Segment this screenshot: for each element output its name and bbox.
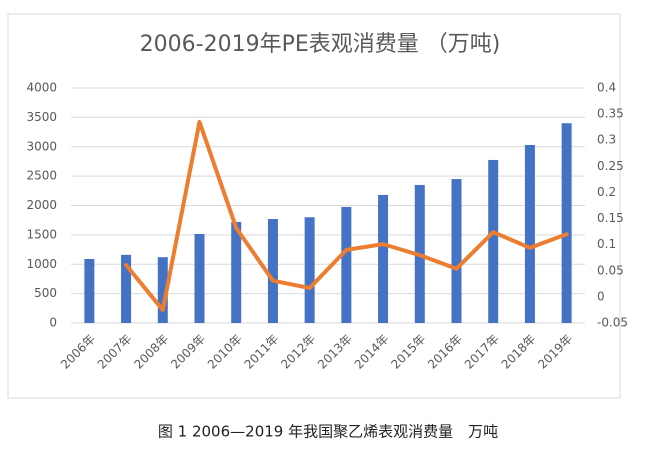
x-tick-label: 2017年 [462,332,502,372]
y2-tick-label: 0.2 [597,185,616,199]
x-tick-label: 2018年 [499,332,539,372]
y-tick-label: 1000 [26,257,57,271]
bar [267,219,278,323]
y2-tick-label: 0.4 [597,81,616,95]
y2-tick-label: 0.1 [597,237,616,251]
y-tick-label: 0 [49,316,57,330]
bar [231,221,242,323]
x-tick-label: 2012年 [278,332,318,372]
bar [341,206,352,323]
x-tick-label: 2014年 [352,332,392,372]
bar [378,194,389,323]
chart-title: 2006-2019年PE表观消费量 （万吨) [140,32,501,57]
bar [157,257,168,323]
x-tick-label: 2015年 [388,332,428,372]
y2-tick-label: 0.25 [597,159,624,173]
y2-tick-label: -0.05 [597,316,628,330]
y2-tick-label: 0.15 [597,211,624,225]
y-tick-label: 3500 [26,110,57,124]
x-tick-label: 2019年 [535,332,575,372]
y-tick-label: 500 [34,286,57,300]
bar [194,233,205,323]
line [124,119,569,312]
bar [524,144,535,323]
bar [84,258,95,323]
x-tick-label: 2011年 [242,332,282,372]
bar [488,159,499,323]
x-tick-label: 2013年 [315,332,355,372]
y-tick-label: 2000 [26,198,57,212]
y2-tick-label: 0.3 [597,133,616,147]
y2-tick-label: 0.05 [597,263,624,277]
bar [121,254,132,323]
y-tick-label: 1500 [26,227,57,241]
x-tick-label: 2006年 [58,332,98,372]
x-tick-label: 2008年 [131,332,171,372]
y-tick-label: 3000 [26,139,57,153]
chart-frame [7,13,621,399]
y2-tick-label: 0.35 [597,107,624,121]
bar [304,217,315,323]
y-tick-label: 4000 [26,81,57,95]
x-tick-label: 2009年 [168,332,208,372]
bar [561,123,572,323]
x-tick-label: 2016年 [425,332,465,372]
y-tick-label: 2500 [26,169,57,183]
bar [451,179,462,323]
x-tick-label: 2007年 [95,332,135,372]
caption: 图 1 2006—2019 年我国聚乙烯表观消费量 万吨 [158,423,498,441]
x-tick-label: 2010年 [205,332,245,372]
y2-tick-label: 0 [597,289,605,303]
